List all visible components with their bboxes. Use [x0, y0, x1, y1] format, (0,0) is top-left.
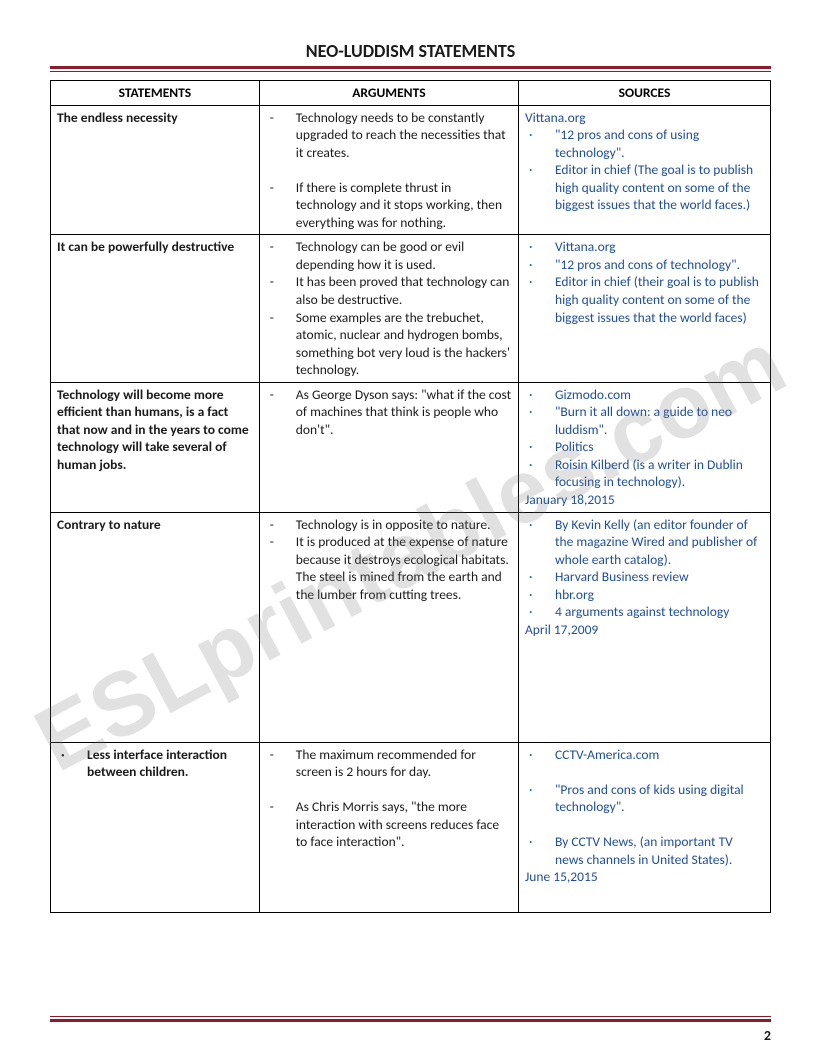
- source-item: ·4 arguments against technology: [525, 603, 764, 621]
- source-item: ·Politics: [525, 438, 764, 456]
- statement-cell: It can be powerfully destructive: [51, 235, 260, 382]
- argument-cell: -Technology needs to be constantly upgra…: [259, 105, 518, 235]
- table-row: ·Less interface interaction between chil…: [51, 742, 771, 912]
- header-sources: SOURCES: [518, 81, 770, 106]
- header-statements: STATEMENTS: [51, 81, 260, 106]
- source-item: ·"12 pros and cons of technology".: [525, 256, 764, 274]
- source-date: January 18,2015: [525, 491, 764, 509]
- argument-item: -Some examples are the trebuchet, atomic…: [266, 309, 512, 379]
- bottom-rule: [50, 1016, 771, 1022]
- source-cell: ·Vittana.org ·"12 pros and cons of techn…: [518, 235, 770, 382]
- statements-table: STATEMENTS ARGUMENTS SOURCES The endless…: [50, 80, 771, 913]
- argument-item: -Technology is in opposite to nature.: [266, 516, 512, 534]
- source-item: ·Roisin Kilberd (is a writer in Dublin f…: [525, 456, 764, 491]
- statement-cell: The endless necessity: [51, 105, 260, 235]
- argument-cell: -Technology can be good or evil dependin…: [259, 235, 518, 382]
- page-number: 2: [764, 1027, 771, 1044]
- source-item: ·By Kevin Kelly (an editor founder of th…: [525, 516, 764, 569]
- source-item: ·Editor in chief (their goal is to publi…: [525, 273, 764, 326]
- table-header-row: STATEMENTS ARGUMENTS SOURCES: [51, 81, 771, 106]
- source-item: ·By CCTV News, (an important TV news cha…: [525, 833, 764, 868]
- argument-item: -As Chris Morris says, "the more interac…: [266, 798, 512, 851]
- source-item: ·Vittana.org: [525, 238, 764, 256]
- argument-cell: -The maximum recommended for screen is 2…: [259, 742, 518, 912]
- source-cell: ·CCTV-America.com ·"Pros and cons of kid…: [518, 742, 770, 912]
- argument-item: - It has been proved that technology can…: [266, 273, 512, 308]
- statement-cell: ·Less interface interaction between chil…: [51, 742, 260, 912]
- table-row: The endless necessity -Technology needs …: [51, 105, 771, 235]
- header-arguments: ARGUMENTS: [259, 81, 518, 106]
- page-title: NEO-LUDDISM STATEMENTS: [50, 40, 771, 66]
- argument-cell: -Technology is in opposite to nature. -I…: [259, 512, 518, 742]
- table-row: Contrary to nature -Technology is in opp…: [51, 512, 771, 742]
- source-item: ·"Pros and cons of kids using digital te…: [525, 781, 764, 816]
- source-item: ·Editor in chief (The goal is to publish…: [525, 161, 764, 214]
- source-item: ·"Burn it all down: a guide to neo luddi…: [525, 403, 764, 438]
- source-item: ·"12 pros and cons of using technology".: [525, 126, 764, 161]
- top-rule: [50, 66, 771, 72]
- argument-item: -It is produced at the expense of nature…: [266, 533, 512, 603]
- argument-item: -If there is complete thrust in technolo…: [266, 179, 512, 232]
- source-item: ·Harvard Business review: [525, 568, 764, 586]
- table-row: Technology will become more efficient th…: [51, 382, 771, 512]
- source-cell: Vittana.org ·"12 pros and cons of using …: [518, 105, 770, 235]
- source-item: ·Gizmodo.com: [525, 386, 764, 404]
- argument-cell: -As George Dyson says: "what if the cost…: [259, 382, 518, 512]
- argument-item: -The maximum recommended for screen is 2…: [266, 746, 512, 781]
- table-row: It can be powerfully destructive -Techno…: [51, 235, 771, 382]
- argument-item: -Technology needs to be constantly upgra…: [266, 109, 512, 162]
- source-date: April 17,2009: [525, 621, 764, 639]
- statement-cell: Contrary to nature: [51, 512, 260, 742]
- source-item: Vittana.org: [525, 109, 764, 127]
- argument-item: -As George Dyson says: "what if the cost…: [266, 386, 512, 439]
- source-cell: ·By Kevin Kelly (an editor founder of th…: [518, 512, 770, 742]
- source-item: ·hbr.org: [525, 586, 764, 604]
- statement-cell: Technology will become more efficient th…: [51, 382, 260, 512]
- source-date: June 15,2015: [525, 868, 764, 886]
- source-item: ·CCTV-America.com: [525, 746, 764, 764]
- argument-item: -Technology can be good or evil dependin…: [266, 238, 512, 273]
- source-cell: ·Gizmodo.com ·"Burn it all down: a guide…: [518, 382, 770, 512]
